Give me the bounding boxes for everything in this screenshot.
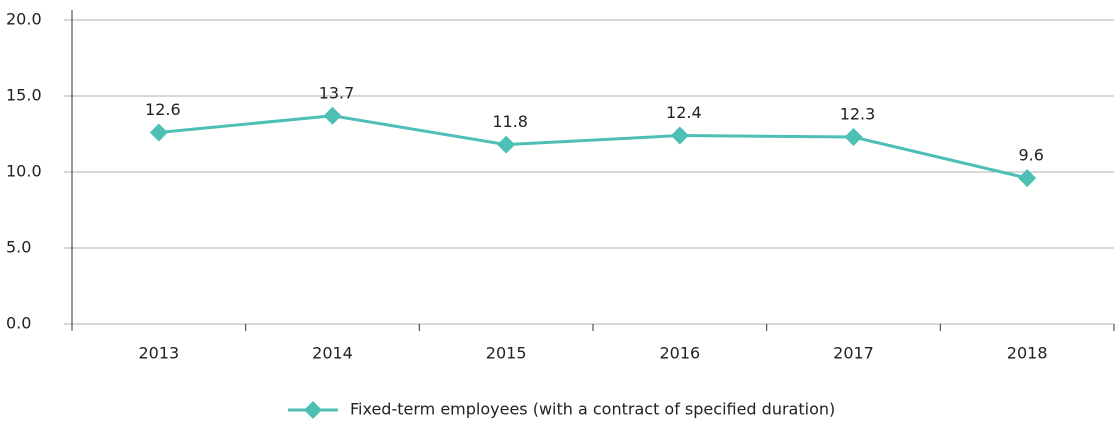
y-tick-label: 10.0 [6, 162, 42, 181]
data-point [844, 128, 863, 147]
x-tick-label: 2015 [486, 344, 527, 363]
data-label: 9.6 [1018, 146, 1043, 165]
legend-label: Fixed-term employees (with a contract of… [350, 400, 835, 419]
y-tick-label: 0.0 [6, 314, 31, 333]
x-tick-label: 2014 [312, 344, 353, 363]
y-tick-label: 20.0 [6, 10, 42, 29]
data-label: 13.7 [319, 83, 355, 102]
legend-marker [304, 401, 322, 419]
x-tick-label: 2018 [1007, 344, 1048, 363]
data-point [149, 123, 168, 142]
x-tick-label: 2013 [138, 344, 179, 363]
data-point [323, 106, 342, 125]
data-label: 12.3 [840, 105, 876, 124]
y-tick-label: 15.0 [6, 86, 42, 105]
x-tick-label: 2017 [833, 344, 874, 363]
data-label: 12.4 [666, 103, 702, 122]
data-label: 11.8 [492, 112, 528, 131]
data-label: 12.6 [145, 100, 181, 119]
y-tick-label: 5.0 [6, 238, 31, 257]
data-point [1018, 169, 1037, 188]
data-point [670, 126, 689, 145]
data-point [497, 135, 516, 154]
x-tick-label: 2016 [659, 344, 700, 363]
series-line [158, 114, 1028, 180]
